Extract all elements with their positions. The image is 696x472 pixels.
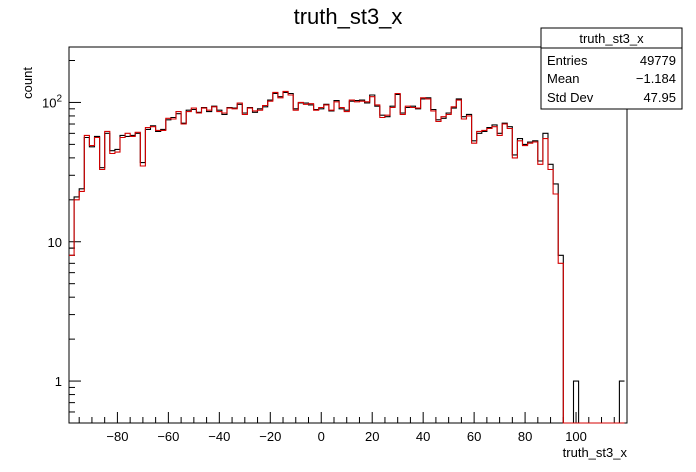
x-tick-label: 0 [318,429,325,444]
stats-value-entries: 49779 [640,53,676,68]
x-tick-label: 40 [416,429,430,444]
x-tick-label: 100 [565,429,587,444]
x-tick-label: −60 [157,429,179,444]
stats-value-stddev: 47.95 [643,90,676,105]
plot-frame [68,46,628,424]
stats-label-stddev: Std Dev [547,90,594,105]
x-tick-label: −80 [106,429,128,444]
histogram-series-line-1 [69,91,625,424]
x-tick-label: 80 [518,429,532,444]
stats-box-title: truth_st3_x [579,31,644,46]
y-tick-label: 102 [42,93,62,110]
x-tick-label: −20 [259,429,281,444]
stats-value-mean: −1.184 [636,71,676,86]
stats-box: truth_st3_x Entries 49779 Mean −1.184 St… [540,27,683,110]
histogram-series-line-2 [69,90,625,424]
y-axis-label: count [20,67,35,99]
chart-title: truth_st3_x [294,4,403,29]
x-tick-label: 60 [467,429,481,444]
x-axis-label: truth_st3_x [563,445,628,460]
histogram-series [69,90,625,424]
y-tick-label: 1 [55,374,62,389]
y-tick-label: 10 [48,235,62,250]
stats-label-mean: Mean [547,71,580,86]
x-tick-label: −40 [208,429,230,444]
stats-label-entries: Entries [547,53,588,68]
axis-ticks: −80 −60 −40 −20 0 20 40 60 80 100 1 10 102 [42,60,628,444]
x-tick-label: 20 [365,429,379,444]
